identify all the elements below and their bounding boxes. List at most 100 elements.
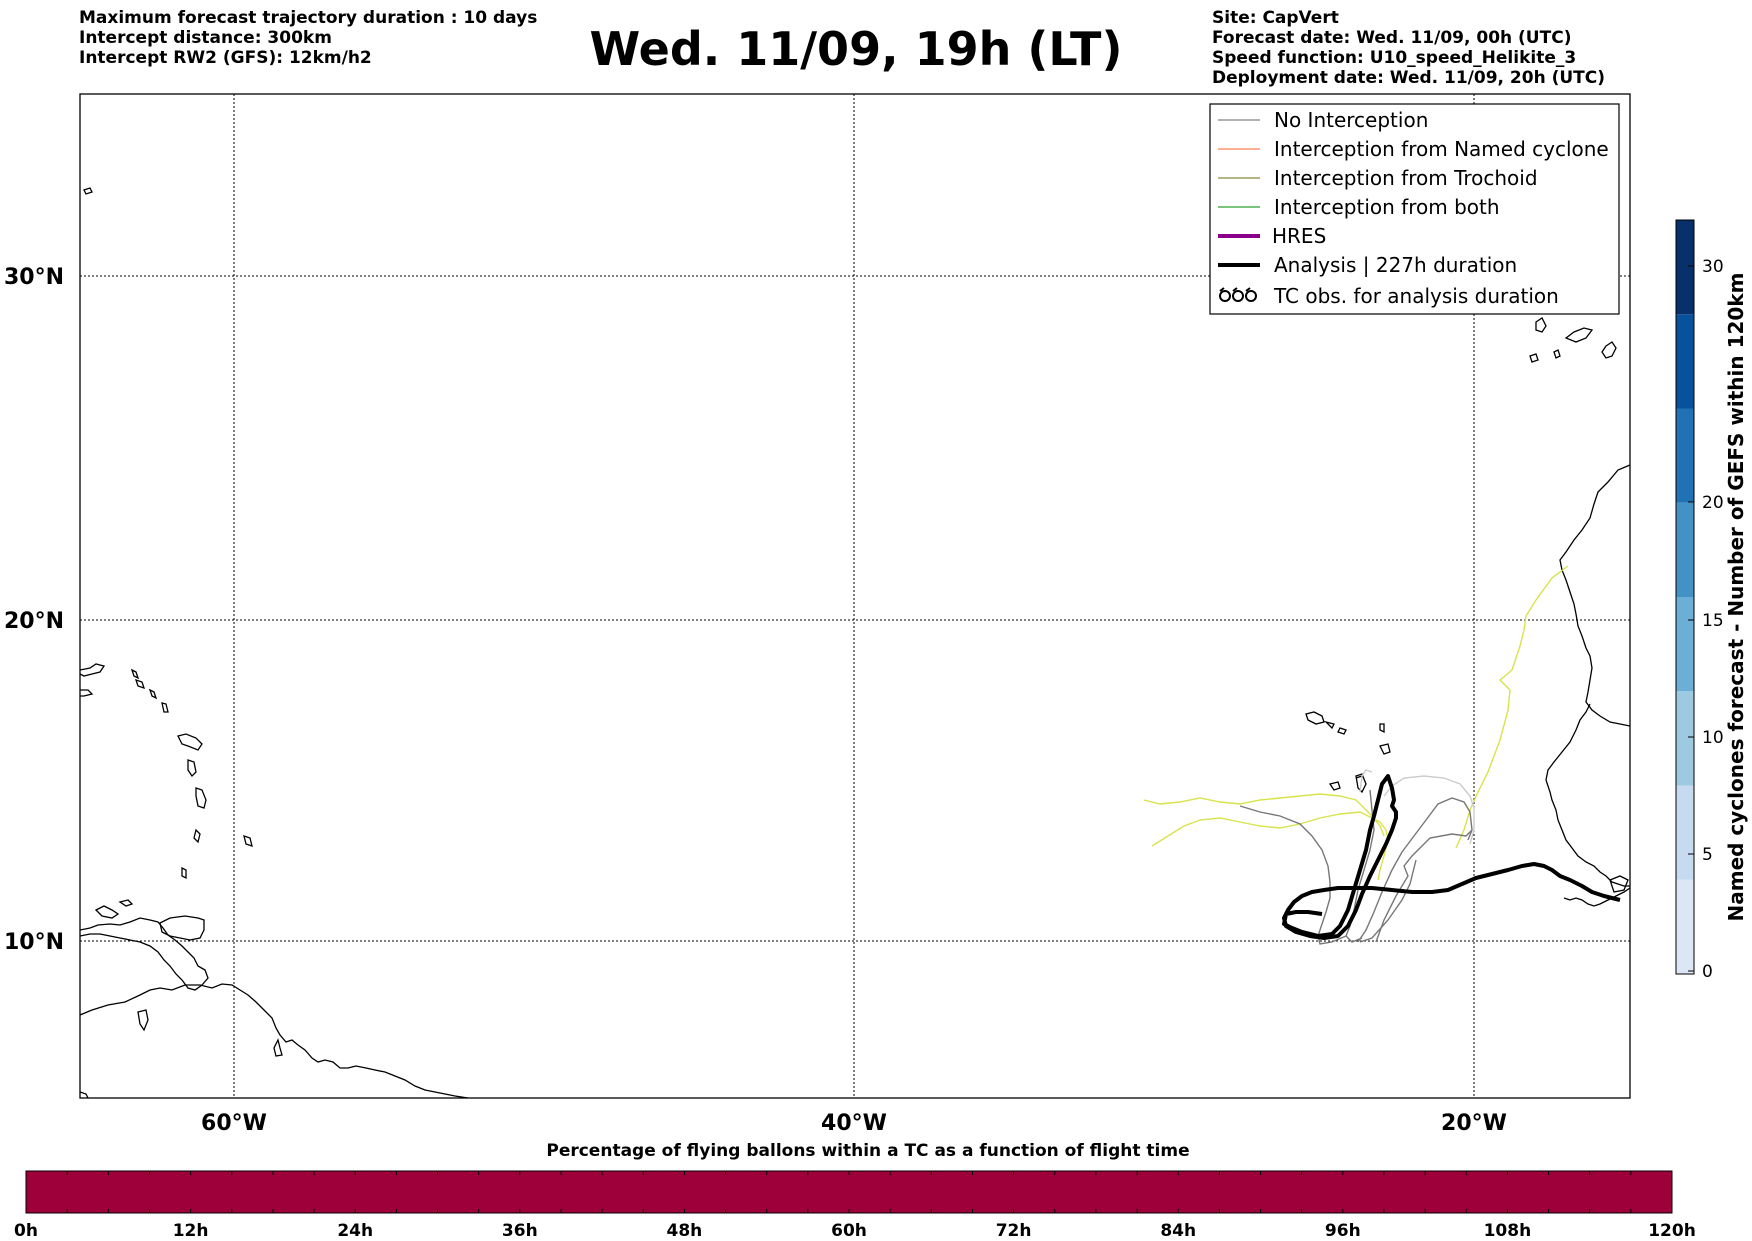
cbar-right-tick-20: 20 (1702, 493, 1724, 513)
coastline-trinidad-delta (273, 1038, 283, 1057)
cbar-right-tick-30: 30 (1702, 257, 1724, 277)
colorbar-bottom-tick-labels: 0h 12h 24h 36h 48h 60h 72h 84h 96h 108h 120h (14, 1221, 1696, 1241)
coastline-bissagos (1609, 875, 1629, 893)
page-title: Wed. 11/09, 19h (LT) (589, 22, 1123, 76)
coastline-cv-sao-nicolau (1337, 727, 1347, 735)
coastline-cv-boa-vista (1379, 743, 1391, 755)
coastline-canary-a (1535, 317, 1547, 333)
coastline-dominica (187, 759, 197, 778)
coastline-islet-c (134, 678, 146, 690)
coastline-cv-fogo (1328, 781, 1341, 791)
lon-label-40: 40°W (821, 1111, 887, 1136)
cbar-right-tick-0: 0 (1702, 962, 1713, 982)
coastline-canary-c (1601, 341, 1617, 359)
colorbar-right-band (1676, 502, 1694, 597)
colorbar-bottom-tick-label: 0h (14, 1221, 38, 1241)
coastline-trinidad (159, 915, 205, 941)
colorbar-bottom-title: Percentage of flying ballons within a TC… (546, 1141, 1189, 1161)
coastline-south-america (80, 983, 469, 1098)
coastline-canary-b (1564, 327, 1594, 343)
colorbar-right-band (1676, 785, 1694, 880)
colorbar-right-band (1676, 691, 1694, 786)
coastline-cv-islet (1355, 775, 1363, 779)
legend-swatch-tc-obs (1219, 287, 1257, 302)
tc-symbol-tails (1219, 287, 1251, 292)
track-grey-4 (1375, 829, 1473, 943)
coastline-islet-e (161, 702, 169, 713)
colorbar-right-band (1676, 408, 1694, 503)
header-max-duration: Maximum forecast trajectory duration : 1… (79, 8, 538, 28)
track-grey-5 (1359, 859, 1417, 943)
coastline-corner (80, 1091, 89, 1098)
legend-label-hres: HRES (1272, 224, 1326, 248)
header-left: Maximum forecast trajectory duration : 1… (79, 8, 537, 68)
analysis-track (1282, 774, 1621, 940)
coastline-st-lucia (193, 828, 201, 844)
lon-label-60: 60°W (201, 1111, 267, 1136)
coastline-cv-santo-antao (1305, 711, 1325, 725)
colorbar-right-label: Named cyclones forecast - Number of GEFS… (1724, 273, 1748, 922)
coastlines (80, 187, 1630, 1098)
coastline-guadeloupe (177, 733, 203, 751)
track-grey-6 (1383, 775, 1475, 845)
legend-label-trochoid: Interception from Trochoid (1274, 166, 1538, 190)
colorbar-right-band (1676, 314, 1694, 409)
cbar-right-tick-5: 5 (1702, 845, 1713, 865)
colorbar-right-tickmarks (1688, 265, 1694, 972)
coastline-africa-senegal (1545, 703, 1630, 887)
colorbar-right-band (1676, 220, 1694, 315)
coastline-cv-sal (1379, 723, 1385, 734)
colorbar-bottom-tick-label: 96h (1325, 1221, 1361, 1241)
colorbar-bottom-minor-ticks (25, 1171, 1673, 1213)
colorbar-bottom-tick-label: 48h (667, 1221, 703, 1241)
legend-label-analysis: Analysis | 227h duration (1274, 253, 1517, 277)
colorbar-right-outline (1675, 219, 1695, 975)
colorbar-bottom-tick-label: 36h (502, 1221, 538, 1241)
colorbar-right-band (1676, 879, 1694, 974)
colorbar-bottom-tick-label: 60h (831, 1221, 867, 1241)
coastline-islet-d (148, 688, 158, 700)
coastline-canary-d (1529, 353, 1539, 363)
coastline-curacao (118, 899, 134, 907)
coastline-st-vincent (181, 866, 187, 880)
track-grey-7 (1359, 769, 1373, 793)
lat-label-10: 10°N (4, 930, 64, 955)
lon-label-20: 20°W (1441, 1111, 1507, 1136)
legend-label-both: Interception from both (1274, 195, 1500, 219)
colorbar-bottom-tick-label: 84h (1160, 1221, 1196, 1241)
colorbar-bottom-tick-label: 72h (996, 1221, 1032, 1241)
track-yellow-2 (1143, 793, 1385, 837)
coastline-gulf-paria (80, 917, 209, 991)
coastline-barbados (243, 835, 253, 847)
colorbar-bottom-tick-label: 108h (1484, 1221, 1532, 1241)
coastline-cv-sao-vicente (1323, 720, 1335, 730)
track-grey-3 (1357, 797, 1473, 943)
track-grey-1 (1239, 805, 1347, 945)
axis-labels: 30°N 20°N 10°N 60°W 40°W 20°W (4, 265, 1507, 1136)
coastline-islet-a (80, 689, 94, 697)
colorbar-bottom-tick-label: 12h (173, 1221, 209, 1241)
header-deployment-date: Deployment date: Wed. 11/09, 20h (UTC) (1212, 68, 1606, 88)
legend-box (1209, 103, 1620, 315)
map-frame (79, 93, 1631, 1099)
colorbar-bottom-tick-label: 120h (1648, 1221, 1696, 1241)
coastline-bermuda (83, 187, 93, 195)
coastline-puerto-rico (80, 663, 106, 677)
coastline-canary-e (1553, 349, 1561, 359)
tc-symbol-icon-3 (1245, 290, 1257, 302)
colorbar-right-bands (1675, 219, 1695, 975)
colorbar-bottom: Percentage of flying ballons within a TC… (14, 1141, 1696, 1241)
coastline-martinique (195, 787, 207, 809)
legend-label-named-cyclone: Interception from Named cyclone (1274, 137, 1609, 161)
cbar-right-tick-15: 15 (1702, 611, 1724, 631)
header-intercept-distance: Intercept distance: 300km (79, 28, 332, 48)
coastline-cv-santiago (1355, 773, 1367, 794)
lat-label-30: 30°N (4, 265, 64, 290)
colorbar-right-ticks: 0 5 10 15 20 30 (1702, 257, 1724, 982)
header-speed-function: Speed function: U10_speed_Helikite_3 (1212, 48, 1577, 68)
header-intercept-rw2: Intercept RW2 (GFS): 12km/h2 (79, 48, 372, 68)
cbar-right-tick-10: 10 (1702, 728, 1724, 748)
coastline-margarita (137, 1009, 149, 1032)
lat-label-20: 20°N (4, 609, 64, 634)
